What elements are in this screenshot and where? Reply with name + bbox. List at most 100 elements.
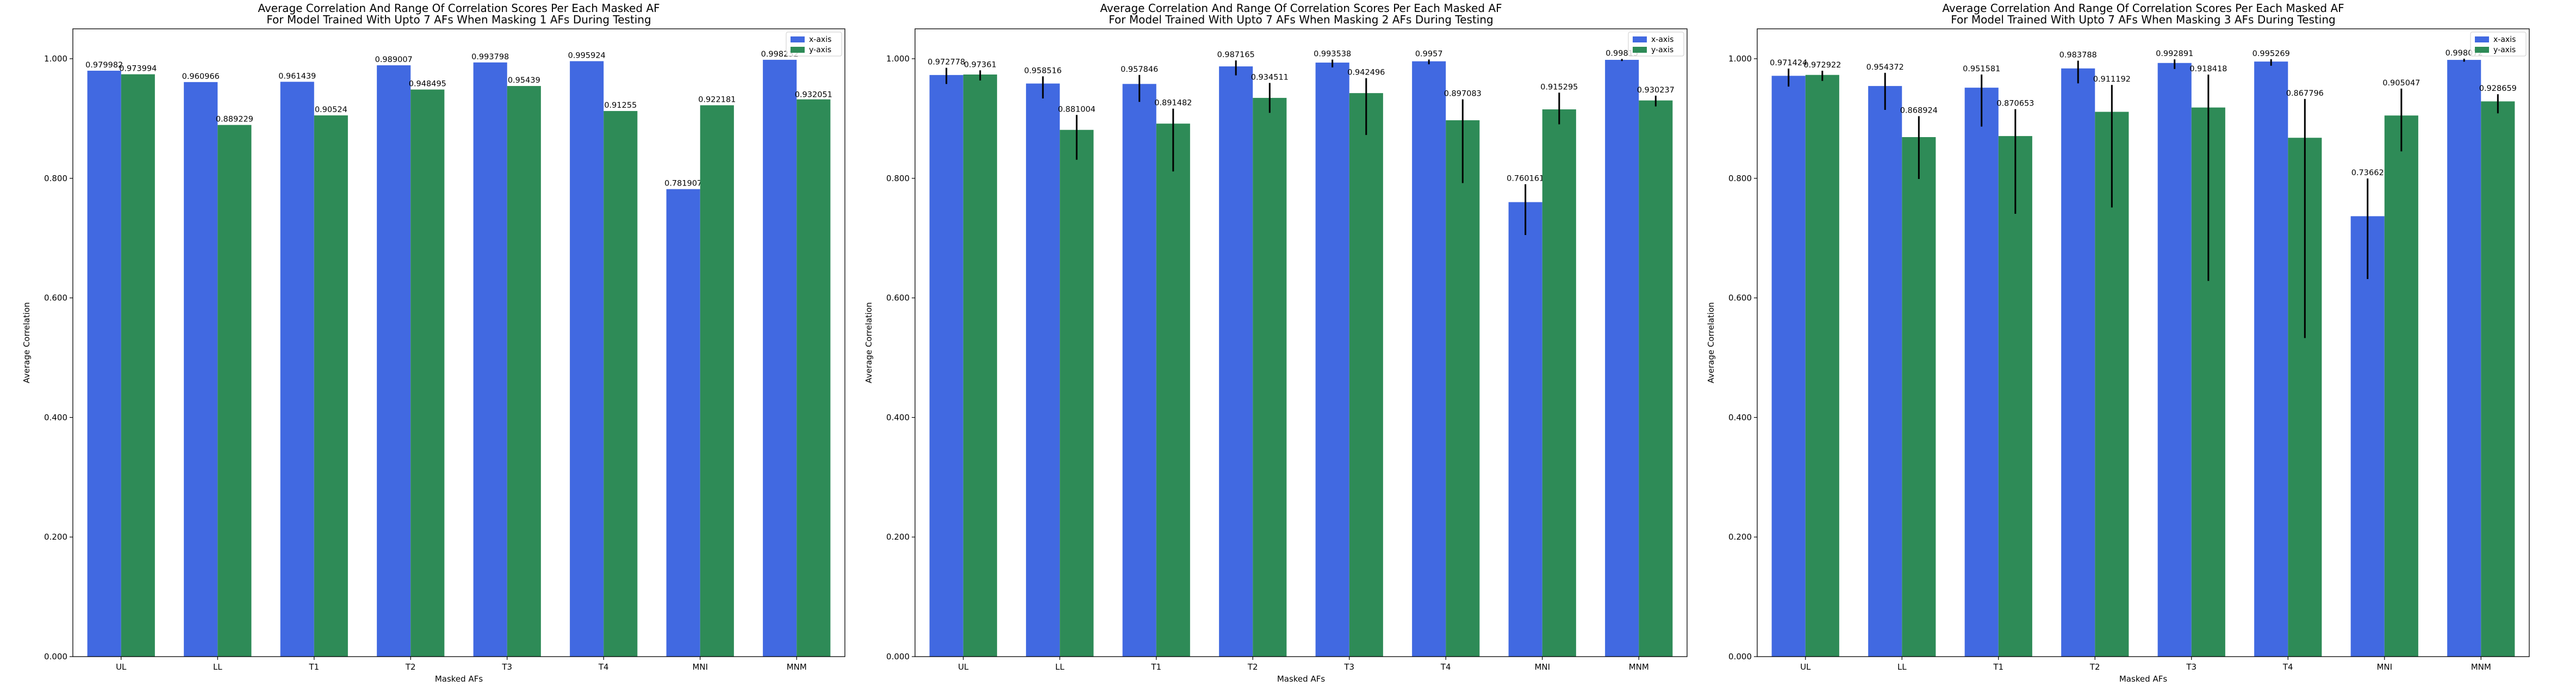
data-label-y-axis-T1: 0.891482 bbox=[1154, 99, 1192, 108]
bar-x-axis-LL bbox=[184, 82, 218, 657]
bar-x-axis-MNM bbox=[2447, 60, 2481, 657]
data-label-y-axis-T2: 0.948495 bbox=[409, 80, 446, 89]
chart-title-line-1: Average Correlation And Range Of Correla… bbox=[1100, 2, 1502, 15]
legend-swatch-y-axis bbox=[791, 47, 805, 53]
x-tick-label-MNM: MNM bbox=[787, 662, 807, 672]
chart-title-line-2: For Model Trained With Upto 7 AFs When M… bbox=[1951, 13, 2335, 26]
data-label-y-axis-UL: 0.97361 bbox=[964, 60, 997, 69]
bar-x-axis-MNM bbox=[763, 59, 797, 657]
data-label-x-axis-MNI: 0.73662 bbox=[2351, 169, 2384, 177]
y-tick-label: 0.800 bbox=[44, 174, 67, 183]
chart-title-line-1: Average Correlation And Range Of Correla… bbox=[258, 2, 659, 15]
bar-y-axis-UL bbox=[963, 74, 997, 657]
data-label-y-axis-T4: 0.91255 bbox=[604, 101, 637, 110]
legend-swatch-y-axis bbox=[2475, 47, 2489, 53]
x-tick-label-T3: T3 bbox=[1343, 662, 1354, 672]
legend-label-x-axis: x-axis bbox=[2493, 35, 2516, 44]
bar-x-axis-T2 bbox=[1219, 66, 1253, 657]
x-tick-label-T3: T3 bbox=[501, 662, 512, 672]
legend: x-axis y-axis bbox=[1628, 32, 1684, 57]
y-tick-label: 0.200 bbox=[1728, 532, 1752, 542]
x-tick-label-T4: T4 bbox=[1440, 662, 1451, 672]
data-label-y-axis-MNI: 0.905047 bbox=[2382, 79, 2420, 88]
bar-y-axis-T2 bbox=[1253, 97, 1287, 657]
plot-frame bbox=[914, 28, 1688, 657]
bar-y-axis-MNM bbox=[2481, 101, 2515, 657]
legend-swatch-x-axis bbox=[1633, 36, 1647, 42]
bar-x-axis-MNI bbox=[1508, 202, 1542, 657]
x-tick-label-UL: UL bbox=[1800, 662, 1811, 672]
data-label-x-axis-LL: 0.960966 bbox=[182, 72, 220, 81]
bar-y-axis-MNI bbox=[2384, 115, 2418, 657]
bar-x-axis-T2 bbox=[377, 65, 411, 657]
bar-y-axis-MNM bbox=[797, 99, 831, 657]
bar-y-axis-T3 bbox=[1349, 93, 1383, 657]
data-label-y-axis-UL: 0.973994 bbox=[119, 65, 157, 73]
legend: x-axis y-axis bbox=[2470, 32, 2527, 57]
data-label-y-axis-T2: 0.911192 bbox=[2093, 75, 2131, 84]
bar-x-axis-UL bbox=[87, 70, 121, 657]
legend-swatch-y-axis bbox=[1633, 47, 1647, 53]
y-tick-label: 0.000 bbox=[1728, 652, 1752, 662]
x-tick-label-MNM: MNM bbox=[1629, 662, 1649, 672]
bar-x-axis-UL bbox=[929, 75, 963, 657]
bar-y-axis-LL bbox=[217, 125, 252, 657]
y-axis-label: Average Correlation bbox=[1706, 302, 1716, 383]
y-tick-label: 0.400 bbox=[44, 412, 67, 422]
data-label-x-axis-UL: 0.972778 bbox=[928, 58, 965, 67]
chart-panel-1: Average Correlation And Range Of Correla… bbox=[22, 2, 845, 684]
data-label-x-axis-T4: 0.995269 bbox=[2253, 50, 2290, 58]
bar-x-axis-UL bbox=[1771, 76, 1806, 657]
data-label-x-axis-T3: 0.993538 bbox=[1314, 50, 1351, 59]
x-tick-label-LL: LL bbox=[213, 662, 222, 672]
bar-y-axis-T1 bbox=[1998, 136, 2032, 657]
data-label-y-axis-T1: 0.90524 bbox=[315, 106, 347, 114]
y-tick-label: 0.200 bbox=[44, 532, 67, 542]
data-label-x-axis-T1: 0.951581 bbox=[1963, 65, 2000, 73]
data-label-x-axis-T2: 0.987165 bbox=[1217, 51, 1255, 59]
y-tick-label: 0.800 bbox=[1728, 174, 1752, 183]
bar-y-axis-T4 bbox=[1446, 120, 1480, 657]
legend-label-x-axis: x-axis bbox=[809, 35, 831, 44]
x-tick-label-MNI: MNI bbox=[1534, 662, 1550, 672]
data-label-x-axis-UL: 0.979982 bbox=[85, 61, 123, 70]
bar-y-axis-UL bbox=[1805, 75, 1839, 657]
data-label-y-axis-LL: 0.868924 bbox=[1900, 107, 1938, 115]
y-tick-label: 1.000 bbox=[886, 54, 910, 64]
data-label-x-axis-MNI: 0.781907 bbox=[664, 180, 702, 188]
bar-x-axis-LL bbox=[1026, 83, 1060, 657]
data-label-x-axis-UL: 0.971424 bbox=[1770, 59, 1807, 67]
data-label-y-axis-T3: 0.942496 bbox=[1347, 69, 1385, 77]
data-label-y-axis-UL: 0.972922 bbox=[1803, 61, 1841, 70]
x-tick-label-T4: T4 bbox=[2282, 662, 2293, 672]
legend-swatch-x-axis bbox=[791, 36, 805, 42]
y-tick-label: 0.600 bbox=[1728, 293, 1752, 303]
bar-x-axis-T1 bbox=[280, 82, 314, 657]
data-label-y-axis-T2: 0.934511 bbox=[1251, 73, 1289, 82]
y-tick-label: 0.200 bbox=[886, 532, 910, 542]
x-tick-label-LL: LL bbox=[1897, 662, 1907, 672]
chart-title-line-2: For Model Trained With Upto 7 AFs When M… bbox=[266, 13, 651, 26]
y-tick-label: 1.000 bbox=[1728, 54, 1752, 64]
data-label-y-axis-MNM: 0.930237 bbox=[1637, 86, 1675, 95]
x-tick-label-T1: T1 bbox=[1150, 662, 1161, 672]
chart-panel-3: Average Correlation And Range Of Correla… bbox=[1706, 2, 2530, 684]
bar-y-axis-LL bbox=[1060, 129, 1094, 657]
x-tick-label-UL: UL bbox=[958, 662, 969, 672]
data-label-y-axis-T3: 0.918418 bbox=[2189, 65, 2227, 73]
bar-x-axis-T3 bbox=[2157, 63, 2192, 657]
y-tick-label: 0.800 bbox=[886, 174, 910, 183]
data-label-x-axis-T1: 0.957846 bbox=[1121, 65, 1158, 74]
bar-x-axis-T2 bbox=[2061, 68, 2095, 657]
bar-y-axis-T1 bbox=[314, 115, 348, 657]
x-tick-label-UL: UL bbox=[116, 662, 127, 672]
bar-y-axis-T2 bbox=[410, 89, 445, 657]
data-label-y-axis-LL: 0.889229 bbox=[216, 115, 253, 124]
data-label-y-axis-MNI: 0.915295 bbox=[1540, 83, 1578, 91]
x-axis-label: Masked AFs bbox=[435, 674, 483, 684]
bar-x-axis-MNM bbox=[1605, 59, 1639, 657]
bar-x-axis-T3 bbox=[473, 62, 507, 657]
bar-x-axis-MNI bbox=[666, 189, 700, 657]
data-label-y-axis-MNI: 0.922181 bbox=[698, 95, 736, 104]
